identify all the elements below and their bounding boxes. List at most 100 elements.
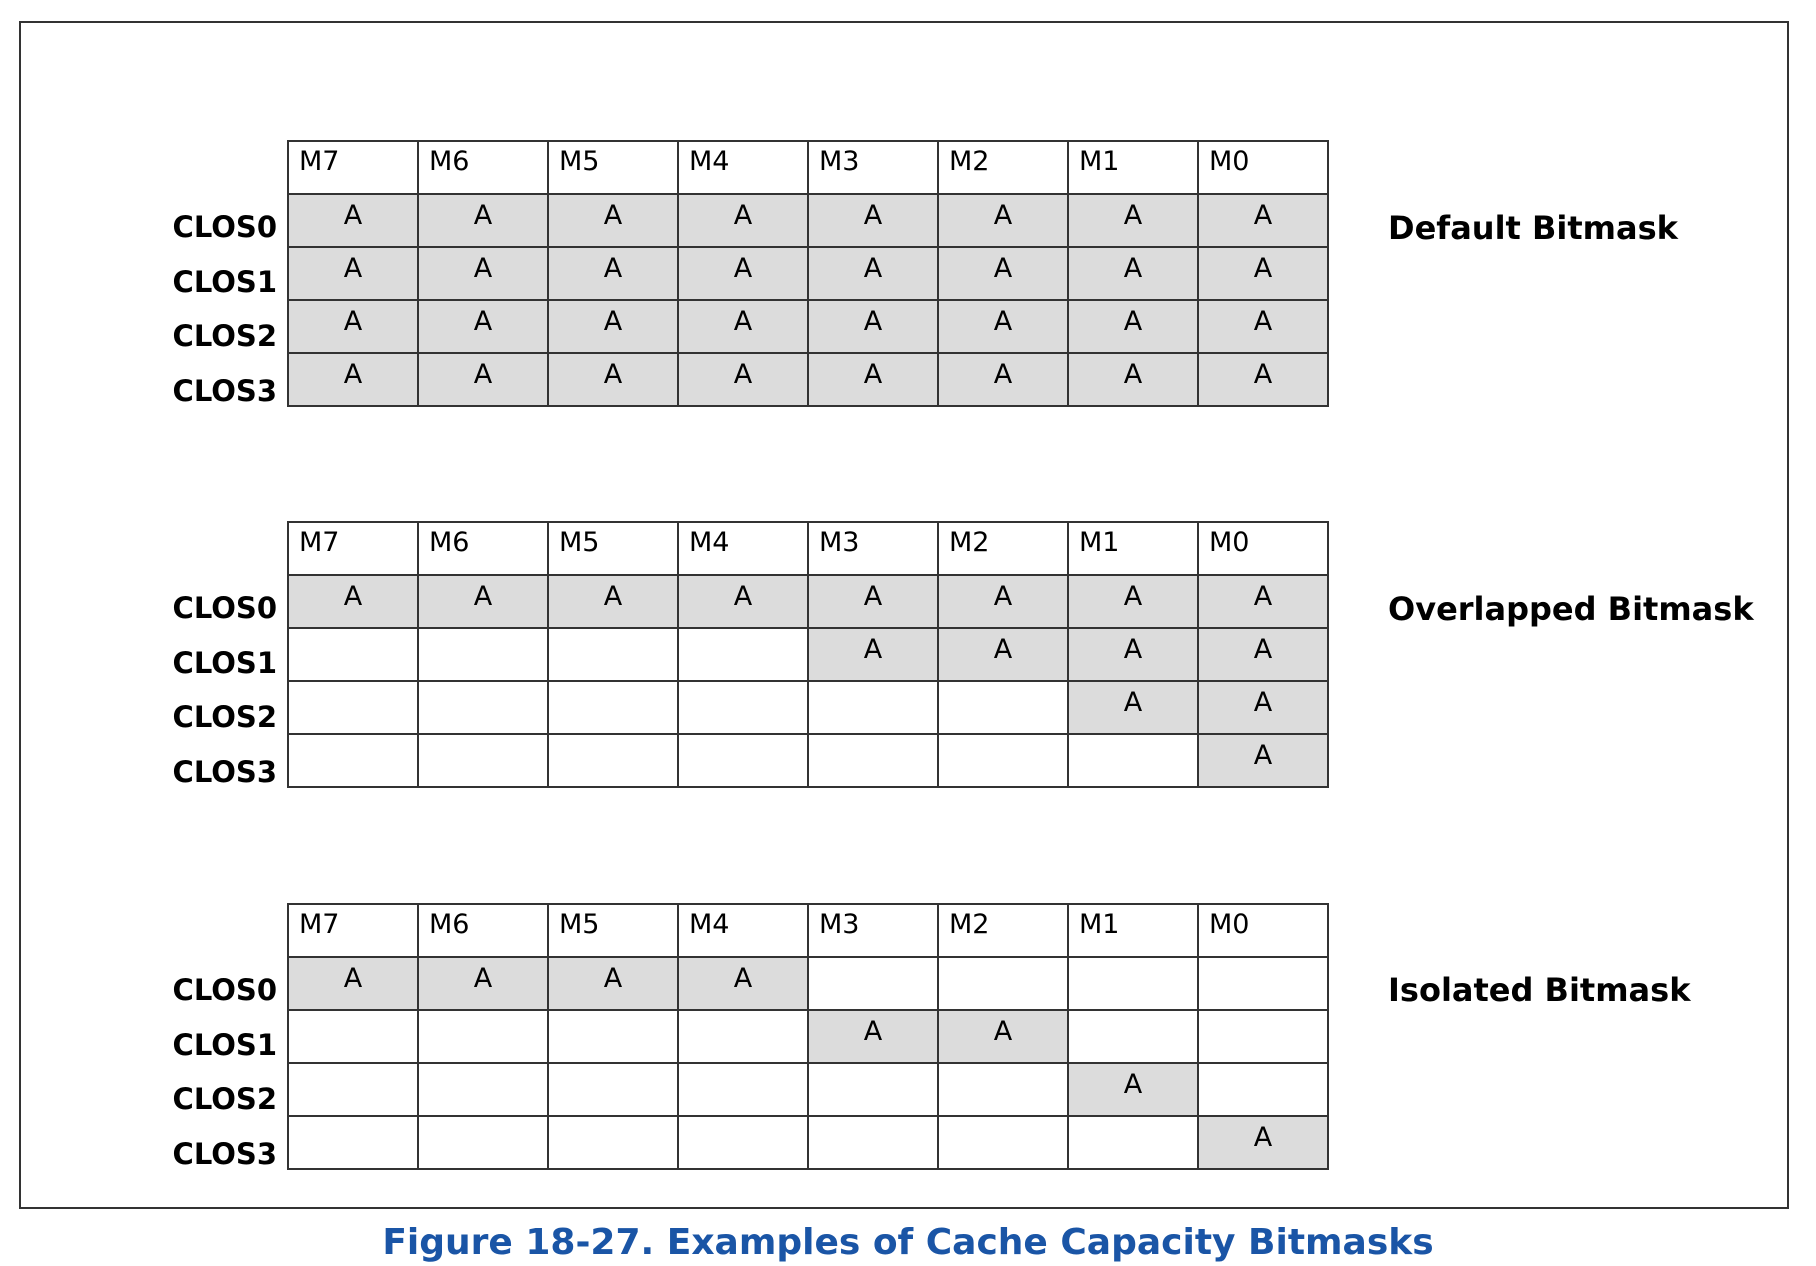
row-label-clos1: CLOS1	[172, 264, 277, 299]
mask-cell	[677, 680, 809, 735]
mask-cell: A	[417, 246, 549, 301]
mask-cell: A	[1197, 627, 1329, 682]
mask-cell: A	[1067, 193, 1199, 248]
mask-cell: A	[1197, 680, 1329, 735]
default-bitmask-block: CLOS0 CLOS1 CLOS2 CLOS3 M7 M6 M5 M4 M3 M2 M1 M0 A A A A…	[0, 140, 1816, 412]
mask-cell	[1067, 1115, 1199, 1170]
mask-cell: A	[547, 246, 679, 301]
figure-caption: Figure 18-27. Examples of Cache Capacity…	[382, 1222, 1434, 1263]
isolated-bitmask-block: CLOS0 CLOS1 CLOS2 CLOS3 M7 M6 M5 M4 M3 M2 M1 M0 A A A A…	[0, 903, 1816, 1175]
row-label-clos3: CLOS3	[172, 1136, 277, 1171]
mask-cell	[417, 733, 549, 788]
mask-cell	[807, 956, 939, 1011]
mask-cell: A	[937, 574, 1069, 629]
mask-cell	[417, 680, 549, 735]
column-header-m1: M1	[1067, 521, 1199, 576]
mask-cell: A	[1197, 246, 1329, 301]
row-label-clos2: CLOS2	[172, 319, 277, 353]
mask-cell	[937, 1062, 1069, 1117]
row-label-clos2: CLOS2	[172, 700, 277, 734]
mask-cell: A	[417, 299, 549, 354]
mask-cell	[807, 1115, 939, 1170]
row-label-clos3: CLOS3	[172, 373, 277, 408]
mask-cell	[1197, 1009, 1329, 1064]
mask-cell: A	[1197, 193, 1329, 248]
column-header-m5: M5	[547, 140, 679, 195]
column-header-m4: M4	[677, 903, 809, 958]
table-row: A	[287, 1062, 1329, 1117]
mask-cell: A	[937, 352, 1069, 407]
mask-cell	[937, 733, 1069, 788]
table-row: A	[287, 1115, 1329, 1170]
column-header-m7: M7	[287, 521, 419, 576]
mask-cell: A	[417, 193, 549, 248]
mask-cell: A	[287, 956, 419, 1011]
mask-cell: A	[547, 299, 679, 354]
row-labels: CLOS0 CLOS1 CLOS2 CLOS3	[0, 194, 277, 412]
mask-cell	[547, 1115, 679, 1170]
column-header-m0: M0	[1197, 903, 1329, 958]
column-header-m2: M2	[937, 903, 1069, 958]
mask-cell	[807, 680, 939, 735]
mask-cell	[937, 680, 1069, 735]
row-label-clos2: CLOS2	[172, 1082, 277, 1116]
mask-cell	[287, 627, 419, 682]
overlapped-bitmask-block: CLOS0 CLOS1 CLOS2 CLOS3 M7 M6 M5 M4 M3 M2 M1 M0 A A A A…	[0, 521, 1816, 793]
row-label-clos0: CLOS0	[172, 973, 277, 1007]
mask-cell	[677, 1062, 809, 1117]
column-header-m2: M2	[937, 140, 1069, 195]
mask-cell: A	[1197, 1115, 1329, 1170]
mask-cell	[287, 1115, 419, 1170]
mask-cell: A	[547, 193, 679, 248]
mask-cell: A	[937, 299, 1069, 354]
mask-cell	[1067, 733, 1199, 788]
column-header-m2: M2	[937, 521, 1069, 576]
mask-cell: A	[677, 246, 809, 301]
mask-cell	[287, 680, 419, 735]
mask-cell	[807, 733, 939, 788]
header-row: M7 M6 M5 M4 M3 M2 M1 M0	[287, 903, 1329, 958]
mask-cell: A	[1067, 680, 1199, 735]
overlapped-bitmask-label: Overlapped Bitmask	[1388, 590, 1754, 628]
table-row: A	[287, 733, 1329, 788]
mask-cell	[1067, 1009, 1199, 1064]
mask-cell: A	[417, 352, 549, 407]
mask-cell: A	[287, 352, 419, 407]
column-header-m0: M0	[1197, 521, 1329, 576]
mask-cell: A	[937, 627, 1069, 682]
column-header-m6: M6	[417, 903, 549, 958]
mask-cell	[417, 1115, 549, 1170]
mask-cell	[937, 956, 1069, 1011]
mask-cell	[937, 1115, 1069, 1170]
header-row: M7 M6 M5 M4 M3 M2 M1 M0	[287, 521, 1329, 576]
mask-cell: A	[807, 193, 939, 248]
mask-cell: A	[807, 246, 939, 301]
mask-cell	[547, 733, 679, 788]
mask-cell: A	[677, 352, 809, 407]
mask-cell: A	[1197, 574, 1329, 629]
default-bitmask-label: Default Bitmask	[1388, 209, 1678, 247]
column-header-m7: M7	[287, 140, 419, 195]
mask-cell	[1197, 956, 1329, 1011]
mask-cell: A	[807, 1009, 939, 1064]
mask-cell	[677, 627, 809, 682]
mask-cell: A	[937, 1009, 1069, 1064]
mask-cell	[547, 1062, 679, 1117]
mask-cell	[677, 1115, 809, 1170]
column-header-m1: M1	[1067, 903, 1199, 958]
mask-cell: A	[807, 352, 939, 407]
mask-cell: A	[937, 246, 1069, 301]
isolated-bitmask-label: Isolated Bitmask	[1388, 971, 1691, 1009]
column-header-m6: M6	[417, 521, 549, 576]
mask-cell: A	[287, 246, 419, 301]
mask-cell: A	[1197, 299, 1329, 354]
column-header-m3: M3	[807, 140, 939, 195]
